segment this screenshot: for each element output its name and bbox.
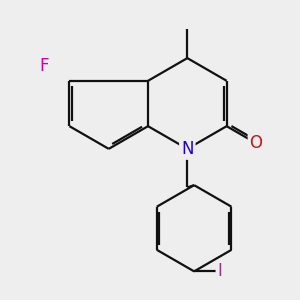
Text: F: F: [39, 57, 49, 75]
Text: O: O: [250, 134, 262, 152]
Text: I: I: [218, 262, 222, 280]
Text: N: N: [181, 140, 194, 158]
